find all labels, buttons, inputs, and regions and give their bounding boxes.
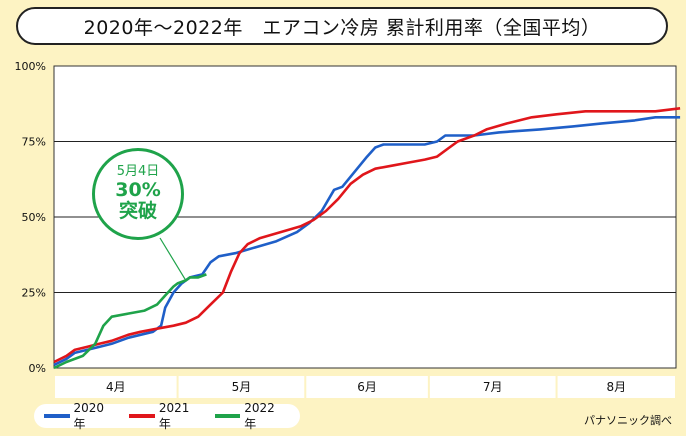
month-label: 7月 [483,380,503,394]
month-label: 6月 [357,380,377,394]
y-tick-label: 75% [22,136,46,149]
y-tick-label: 100% [15,60,46,73]
y-axis-ticks: 0% 25% 50% 75% 100% [15,60,46,375]
legend-swatch-2021 [129,414,155,418]
source-note: パナソニック調べ [584,414,672,427]
month-label: 8月 [606,380,626,394]
callout-leader-line [159,237,187,281]
legend-item-2020: 2020年 [44,401,115,432]
callout-text: 突破 [118,200,157,223]
month-band-box [557,376,675,398]
legend-item-2021: 2021年 [129,401,200,432]
month-band-box [429,376,556,398]
chart-series [53,107,681,370]
annotation-callout: 5月4日 30% 突破 [92,148,184,240]
chart-legend: 2020年 2021年 2022年 [34,401,300,431]
month-axis: 4月 5月 6月 7月 8月 [55,376,675,398]
y-tick-label: 25% [22,287,46,300]
legend-label-2022: 2022年 [244,400,275,431]
legend-swatch-2020 [44,414,70,418]
month-label: 5月 [232,380,252,394]
month-label: 4月 [106,380,126,394]
legend-swatch-2022 [214,414,241,418]
series-line-1 [53,107,681,364]
month-band-box [178,376,305,398]
legend-label-2021: 2021年 [158,400,190,431]
chart-title: 2020年〜2022年 エアコン冷房 累計利用率（全国平均） [16,7,668,45]
series-line-2 [53,273,207,370]
month-band-box [306,376,428,398]
callout-date: 5月4日 [116,163,160,179]
month-band-box [55,376,177,398]
legend-item-2022: 2022年 [214,400,286,432]
legend-label-2020: 2020年 [73,400,105,431]
series-line-0 [53,116,681,367]
callout-value: 30% [115,178,161,201]
y-tick-label: 50% [22,211,46,224]
y-tick-label: 0% [29,362,46,375]
